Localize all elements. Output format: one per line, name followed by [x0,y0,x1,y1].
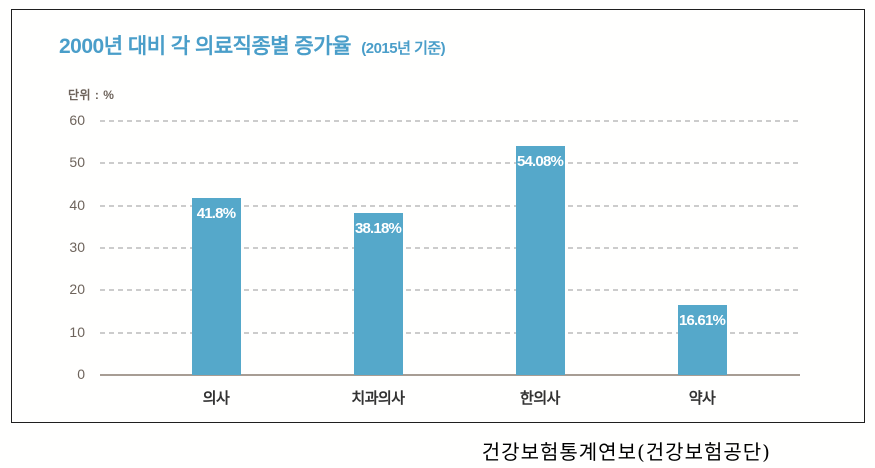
y-tick-label-30: 30 [69,239,85,255]
x-axis-label-한의사: 한의사 [520,390,560,407]
x-axis-baseline [100,374,800,376]
y-tick-label-50: 50 [69,154,85,171]
chart-title-suffix: (2015년 기준) [361,40,446,57]
y-tick-label-0: 0 [77,366,85,382]
bar-의사: 41.8% [191,198,241,375]
gridline-y10 [100,331,800,334]
plot-area: 0 10 20 30 40 50 60 41.8% 의사 38.18% 치과의사 54.08% 한의사 1… [69,112,800,407]
bar-value-label-치과의사: 38.18% [354,220,402,238]
chart-title: 2000년 대비 각 의료직종별 증가율 (2015년 기준) [59,30,446,60]
chart-title-main: 2000년 대비 각 의료직종별 증가율 [59,35,351,58]
unit-label: 단위 : % [68,88,115,102]
gridline-y50 [100,162,800,165]
x-axis-label-의사: 의사 [202,390,230,407]
x-axis-label-치과의사: 치과의사 [351,390,405,407]
bar-약사: 16.61% [677,304,727,375]
bar-value-label-약사: 16.61% [678,311,726,329]
y-tick-label-10: 10 [69,323,85,340]
gridline-y60 [100,120,800,122]
bar-치과의사: 38.18% [353,213,403,375]
y-tick-label-60: 60 [69,112,85,128]
bar-value-label-의사: 41.8% [196,205,236,223]
gridline-y30 [100,247,800,249]
bar-한의사: 54.08% [515,146,565,375]
x-axis-label-약사: 약사 [688,390,716,407]
gridline-y40 [100,204,800,207]
y-tick-label-40: 40 [69,196,85,213]
chart-card: 2000년 대비 각 의료직종별 증가율 (2015년 기준) 단위 : % 0… [11,9,865,423]
bar-value-label-한의사: 54.08% [516,153,564,171]
y-tick-label-20: 20 [69,281,85,298]
gridline-y20 [100,289,800,292]
source-text: 건강보험통계연보(건강보험공단) [481,440,771,464]
